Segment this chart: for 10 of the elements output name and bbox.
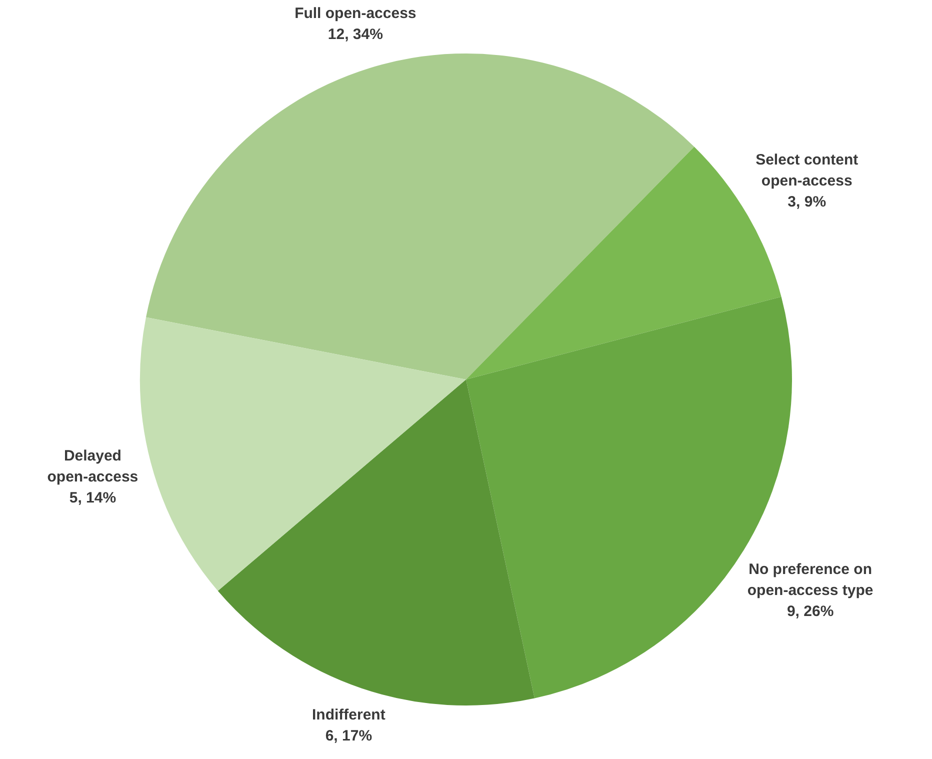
data-label: 3, 9% xyxy=(788,194,826,211)
slice-label: Select content open-access xyxy=(756,152,858,190)
slice-label: No preference on open-access type xyxy=(747,561,874,600)
slice-label: Full open-access xyxy=(294,4,416,22)
slice-label: Indifferent xyxy=(312,706,386,724)
data-label: 6, 17% xyxy=(325,727,372,744)
data-label: 9, 26% xyxy=(786,603,834,620)
slice-label: Delayed open-access xyxy=(47,448,138,486)
data-label: 12, 34% xyxy=(328,26,383,43)
data-label: 5, 14% xyxy=(69,490,116,507)
